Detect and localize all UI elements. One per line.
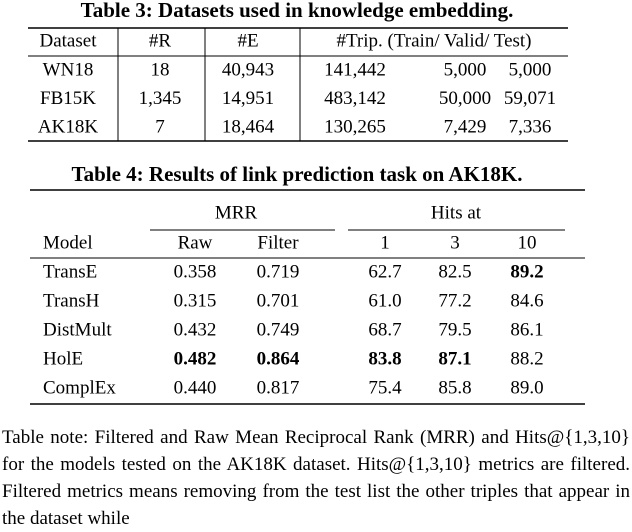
column-header: Model bbox=[43, 232, 93, 253]
table-cell: 141,442 bbox=[324, 59, 386, 80]
table-cell: 79.5 bbox=[438, 319, 471, 340]
table-cell: DistMult bbox=[43, 319, 112, 340]
table-cell: 85.8 bbox=[438, 377, 471, 398]
table-note: Table note: Filtered and Raw Mean Recipr… bbox=[2, 427, 630, 529]
column-header: #E bbox=[237, 30, 258, 51]
column-header: 1 bbox=[380, 232, 390, 253]
column-header: 10 bbox=[518, 232, 537, 253]
table-cell: 86.1 bbox=[510, 319, 543, 340]
table-cell: 130,265 bbox=[324, 116, 386, 137]
table-cell: TransH bbox=[43, 290, 100, 311]
table-cell: 0.440 bbox=[174, 377, 217, 398]
table-cell: WN18 bbox=[43, 59, 94, 80]
table-cell: 7,336 bbox=[509, 116, 552, 137]
column-header: Filter bbox=[257, 232, 299, 253]
table-cell: 0.817 bbox=[257, 377, 300, 398]
table-cell: 18 bbox=[151, 59, 170, 80]
table-cell: HolE bbox=[43, 348, 83, 369]
table-cell: 0.749 bbox=[257, 319, 300, 340]
table-cell: 7,429 bbox=[444, 116, 487, 137]
table-cell: 40,943 bbox=[222, 59, 274, 80]
column-header: Raw bbox=[178, 232, 213, 253]
table-title: Table 4: Results of link prediction task… bbox=[72, 162, 523, 186]
table-cell: 89.2 bbox=[510, 261, 543, 282]
table-cell: 82.5 bbox=[438, 261, 471, 282]
table-cell: 0.719 bbox=[257, 261, 300, 282]
table-cell: 1,345 bbox=[139, 88, 182, 109]
table-cell: 0.358 bbox=[174, 261, 217, 282]
table-cell: 5,000 bbox=[444, 59, 487, 80]
table-cell: FB15K bbox=[40, 88, 96, 109]
table-cell: 0.864 bbox=[257, 348, 300, 369]
table-cell: ComplEx bbox=[43, 377, 116, 398]
column-header: Dataset bbox=[40, 30, 98, 51]
group-header: Hits at bbox=[431, 202, 482, 223]
column-header: 3 bbox=[450, 232, 460, 253]
table-cell: 483,142 bbox=[324, 88, 386, 109]
table-cell: 61.0 bbox=[368, 290, 401, 311]
table-cell: 77.2 bbox=[438, 290, 471, 311]
table-cell: AK18K bbox=[38, 116, 98, 137]
column-header: #R bbox=[149, 30, 172, 51]
group-header: MRR bbox=[215, 202, 258, 223]
table-cell: 7 bbox=[155, 116, 165, 137]
table-cell: 88.2 bbox=[510, 348, 543, 369]
table-cell: 18,464 bbox=[222, 116, 275, 137]
table-cell: 14,951 bbox=[222, 88, 274, 109]
table-cell: 59,071 bbox=[504, 88, 556, 109]
table-cell: 75.4 bbox=[368, 377, 402, 398]
table-cell: TransE bbox=[43, 261, 97, 282]
table-cell: 89.0 bbox=[510, 377, 543, 398]
table-cell: 62.7 bbox=[368, 261, 401, 282]
table-cell: 68.7 bbox=[368, 319, 401, 340]
column-header: #Trip. (Train/ Valid/ Test) bbox=[336, 30, 531, 51]
table-cell: 0.315 bbox=[174, 290, 217, 311]
tables: Table 3: Datasets used in knowledge embe… bbox=[28, 0, 585, 405]
table-cell: 83.8 bbox=[368, 348, 401, 369]
table-cell: 0.482 bbox=[174, 348, 217, 369]
table-cell: 84.6 bbox=[510, 290, 543, 311]
table-cell: 50,000 bbox=[439, 88, 491, 109]
table-cell: 0.701 bbox=[257, 290, 300, 311]
table-cell: 5,000 bbox=[509, 59, 552, 80]
table-cell: 0.432 bbox=[174, 319, 217, 340]
table-title: Table 3: Datasets used in knowledge embe… bbox=[81, 0, 514, 22]
table-cell: 87.1 bbox=[438, 348, 471, 369]
